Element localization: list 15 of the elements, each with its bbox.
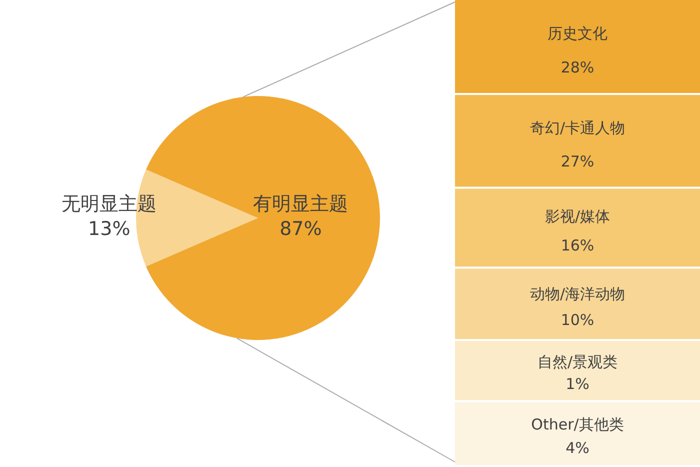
category-label: Other/其他类 bbox=[531, 416, 624, 434]
category-label: 奇幻/卡通人物 bbox=[530, 118, 626, 137]
category-label: 影视/媒体 bbox=[544, 208, 610, 226]
data-label: 10% bbox=[560, 310, 594, 329]
data-label: 87% bbox=[280, 218, 322, 240]
data-label: 1% bbox=[566, 375, 590, 394]
category-label: 历史文化 bbox=[548, 24, 608, 42]
data-label: 28% bbox=[560, 58, 594, 76]
data-label: 27% bbox=[560, 152, 594, 171]
data-label: 16% bbox=[560, 236, 594, 254]
data-label: 13% bbox=[88, 218, 130, 240]
slice-label: 有明显主题 bbox=[253, 193, 348, 216]
category-label: 动物/海洋动物 bbox=[530, 284, 626, 303]
data-label: 4% bbox=[566, 438, 590, 457]
category-label: 自然/景观类 bbox=[537, 353, 618, 372]
